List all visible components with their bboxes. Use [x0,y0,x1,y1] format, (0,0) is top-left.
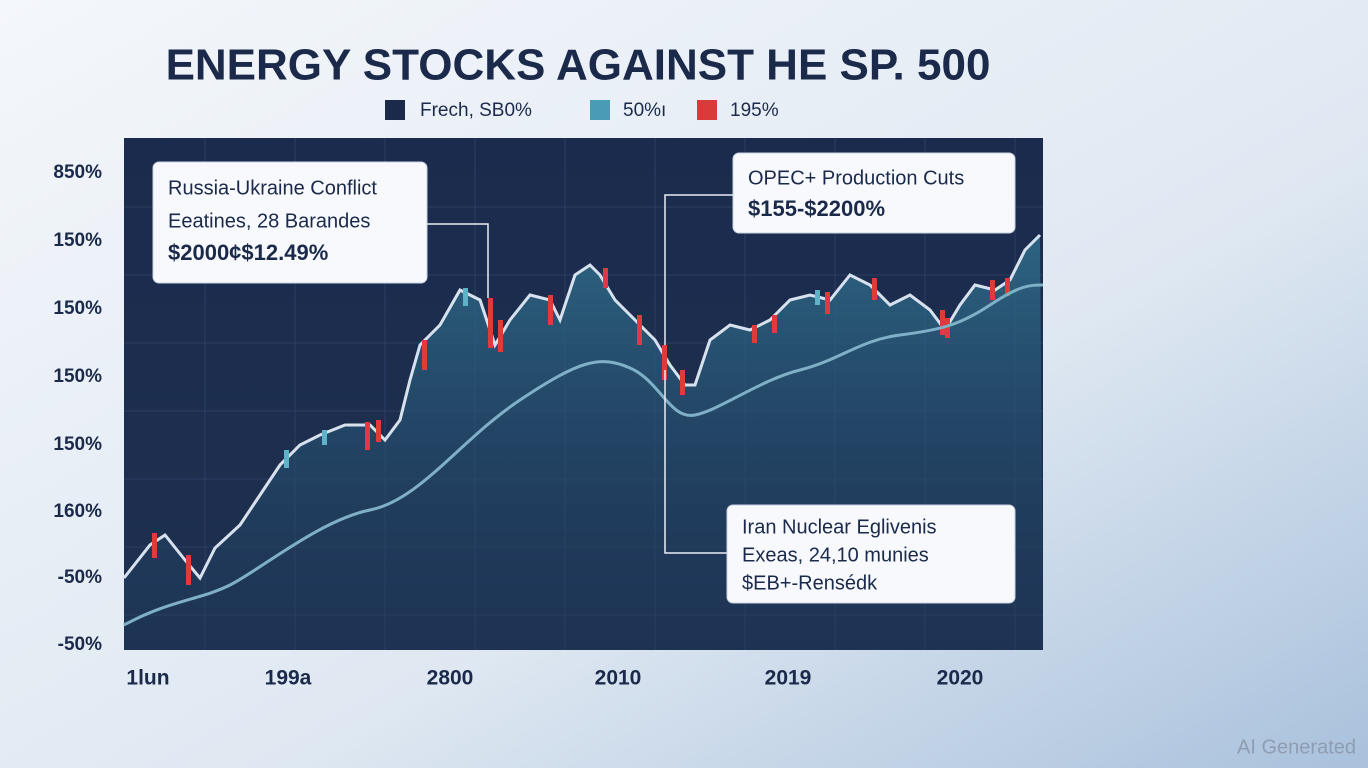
x-tick-label: 2019 [765,667,812,690]
y-tick-label: 150% [53,366,102,387]
watermark: AI Generated [1237,736,1356,758]
y-tick-label: 150% [53,298,102,319]
legend-label: 195% [730,100,779,121]
annotation-title: Iran Nuclear Eglivenis [742,516,937,538]
annotation-title: OPEC+ Production Cuts [748,167,964,189]
x-axis: 1lun 199a 2800 2010 2019 2020 [126,667,983,690]
legend-swatch [385,100,405,120]
annotation: OPEC+ Production Cuts $155-$2200% [732,152,1016,234]
annotation: Iran Nuclear Eglivenis Exeas, 24,10 muni… [726,504,1016,604]
legend-label: 50%ı [623,100,666,121]
annotation-text: $155-$2200% [748,196,885,221]
y-tick-label: 150% [53,434,102,455]
y-axis: 850% 150% 150% 150% 150% 160% -50% -50% [53,162,102,655]
annotation-text: Exeas, 24,10 munies [742,544,929,566]
x-tick-label: 2800 [427,667,474,690]
y-tick-label: -50% [58,634,102,655]
x-tick-label: 2020 [937,667,984,690]
legend-swatch [697,100,717,120]
x-tick-label: 2010 [595,667,642,690]
annotation: Russia-Ukraine Conflict Eeatines, 28 Bar… [152,161,428,284]
benchmark-line [123,283,1044,627]
y-tick-label: 160% [53,501,102,522]
price-trace [122,233,1042,581]
y-tick-label: 850% [53,162,102,183]
x-tick-label: 1lun [126,667,169,690]
legend-swatch [590,100,610,120]
annotation-title: Russia-Ukraine Conflict [168,177,377,199]
annotation-text: $EB+-Rensédk [742,572,878,594]
annotation-text: Eeatines, 28 Barandes [168,210,370,232]
y-tick-label: -50% [58,567,102,588]
candles [152,268,1010,585]
title: ENERGY STOCKS AGAINST HE SP. 500 [166,41,991,90]
connectors [427,194,733,554]
x-tick-label: 199a [265,667,312,690]
y-tick-label: 150% [53,230,102,251]
annotation-text: $2000¢$12.49% [168,240,328,265]
legend-label: Frech, SΒ0% [420,100,532,121]
